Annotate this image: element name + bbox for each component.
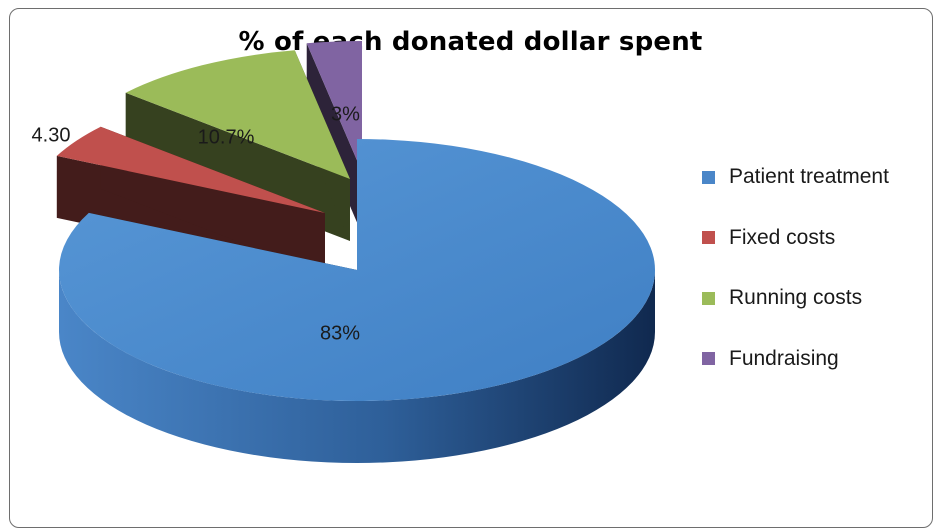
pie-slice-top xyxy=(125,50,350,179)
legend-label: Fundraising xyxy=(729,346,839,370)
legend-label: Patient treatment xyxy=(729,165,889,188)
pie-slice-fixed-costs xyxy=(56,126,326,276)
pie-slice-side xyxy=(59,270,655,463)
pie-slice-patient-treatment xyxy=(59,139,656,463)
legend-label: Running costs xyxy=(729,286,863,309)
pie-slice-top xyxy=(59,139,656,401)
pie-slice-top xyxy=(56,126,326,213)
legend-item-running-costs: Running costs xyxy=(702,284,889,312)
legend-swatch xyxy=(702,170,715,184)
legend-item-patient-treatment: Patient treatment xyxy=(702,163,889,191)
legend-swatch xyxy=(702,352,715,365)
data-label-patient-treatment: 83% xyxy=(320,322,360,344)
legend-swatch xyxy=(702,291,715,305)
legend-label: Fixed costs xyxy=(729,225,836,249)
pie-slice-top xyxy=(306,41,362,172)
data-label-fundraising: 3% xyxy=(331,103,360,125)
legend-swatch xyxy=(702,231,715,244)
chart-legend: Patient treatment Fixed costs Running cost… xyxy=(702,163,889,405)
data-label-running-costs: 10.7% xyxy=(198,126,255,148)
legend-item-fixed-costs: Fixed costs xyxy=(702,224,889,252)
legend-item-fundraising: Fundraising xyxy=(702,345,889,373)
data-label-fixed-costs: 4.30 xyxy=(32,124,71,146)
pie-chart: 83% 4.30 10.7% 3% xyxy=(32,41,656,463)
